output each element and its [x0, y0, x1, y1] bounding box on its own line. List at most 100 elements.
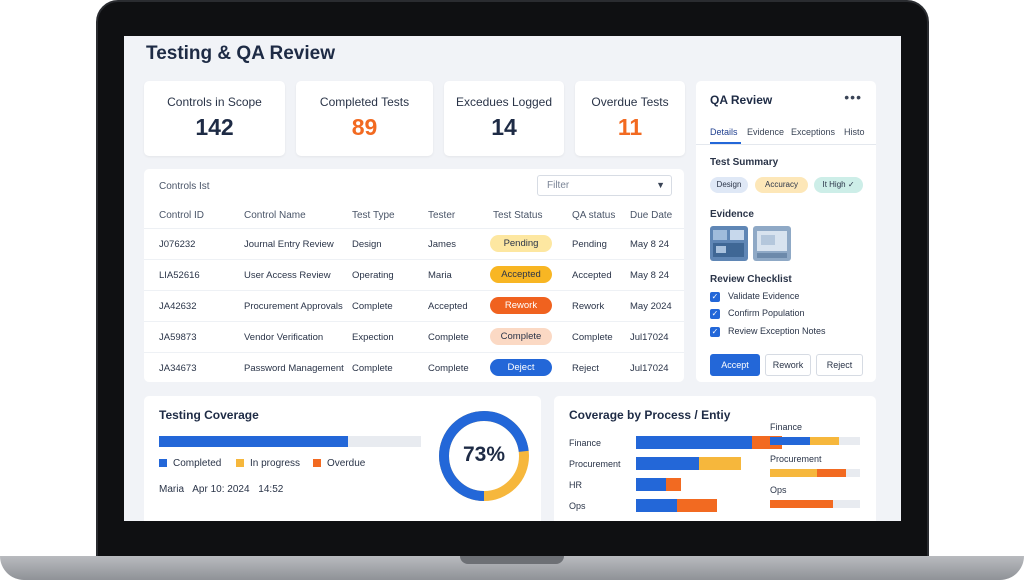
kpi-label: Controls in Scope — [167, 95, 262, 109]
status-badge: Complete — [490, 328, 552, 345]
donut-completed — [439, 411, 529, 501]
qa-status: Pending — [572, 239, 607, 250]
process-label: Procurement — [569, 459, 621, 469]
tag-accuracy: Accuracy — [755, 177, 808, 193]
app-screen: Testing & QA Review Controls in Scope 14… — [124, 36, 901, 521]
laptop-notch — [460, 556, 564, 564]
process-bar-orange — [666, 478, 681, 491]
column-header[interactable]: Tester — [428, 210, 456, 221]
legend-label: In progress — [250, 458, 301, 469]
tester: Maria — [428, 270, 452, 281]
controls-list-title: Controls Ist — [159, 181, 210, 192]
test-type: Expection — [352, 332, 394, 343]
kpi-value: 142 — [195, 114, 234, 140]
test-type: Operating — [352, 270, 394, 281]
process-label: Finance — [569, 438, 602, 448]
tab-history[interactable]: Histo — [844, 127, 865, 137]
kpi-controls-in-scope: Controls in Scope 142 — [144, 81, 285, 156]
column-header[interactable]: Control Name — [244, 210, 306, 221]
test-type: Design — [352, 239, 382, 250]
active-tab-indicator — [710, 142, 741, 144]
process-bar-orange — [676, 499, 717, 512]
table-header: Control ID Control Name Test Type Tester… — [144, 201, 684, 229]
test-type: Complete — [352, 363, 393, 374]
kpi-value: 11 — [617, 114, 643, 140]
review-checklist-heading: Review Checklist — [710, 274, 792, 285]
process-coverage-title: Coverage by Process / Entiy — [569, 408, 731, 422]
tester: Complete — [428, 332, 469, 343]
status-badge: Rework — [490, 297, 552, 314]
column-header[interactable]: Test Type — [352, 210, 395, 221]
checkbox-checked-icon[interactable]: ✓ — [710, 292, 720, 302]
kpi-label: Overdue Tests — [591, 95, 669, 109]
more-options-icon[interactable]: ••• — [844, 89, 862, 105]
evidence-thumbnail[interactable] — [753, 226, 791, 261]
process-bar-blue — [636, 457, 699, 470]
legend-in-progress: In progress — [236, 458, 300, 469]
checklist-label: Review Exception Notes — [728, 326, 826, 336]
updated-date: Apr 10: 2024 — [192, 484, 250, 495]
testing-coverage-title: Testing Coverage — [159, 408, 259, 422]
entity-bar-gold — [770, 469, 817, 477]
column-header[interactable]: Test Status — [493, 210, 543, 221]
table-row[interactable]: J076232 Journal Entry Review Design Jame… — [144, 229, 684, 260]
table-row[interactable]: JA34673 Password Management Complete Com… — [144, 353, 684, 384]
tag-design: Design — [710, 177, 748, 193]
entity-bar-blue — [770, 437, 810, 445]
control-id: LIA52616 — [159, 270, 200, 281]
updated-by: Maria — [159, 484, 185, 495]
due-date: May 2024 — [630, 301, 672, 312]
checkbox-checked-icon[interactable]: ✓ — [710, 309, 720, 319]
evidence-heading: Evidence — [710, 209, 754, 220]
qa-review-panel: QA Review ••• Details Evidence Exception… — [696, 81, 876, 382]
updated-time: 14:52 — [258, 484, 284, 495]
legend-overdue: Overdue — [313, 458, 365, 469]
tester: Complete — [428, 363, 469, 374]
checklist-label: Validate Evidence — [728, 291, 800, 301]
tester: Accepted — [428, 301, 468, 312]
process-bar-gold — [699, 457, 741, 470]
column-header[interactable]: QA status — [572, 210, 616, 221]
kpi-value: 89 — [351, 114, 378, 140]
test-type: Complete — [352, 301, 393, 312]
entity-label: Finance — [770, 422, 803, 432]
process-coverage-panel: Coverage by Process / Entiy Finance Procu… — [554, 396, 876, 521]
tab-details[interactable]: Details — [710, 127, 738, 137]
control-name: Procurement Approvals — [244, 301, 343, 312]
table-row[interactable]: JA42632 Procurement Approvals Complete A… — [144, 291, 684, 322]
entity-bar-orange — [770, 500, 833, 508]
legend-swatch — [313, 459, 321, 467]
qa-status: Rework — [572, 301, 605, 312]
checkbox-checked-icon[interactable]: ✓ — [710, 327, 720, 337]
evidence-thumbnail[interactable] — [710, 226, 748, 261]
control-id: JA42632 — [159, 301, 197, 312]
reject-button[interactable]: Reject — [816, 354, 863, 376]
testing-coverage-panel: Testing Coverage Completed In progress O… — [144, 396, 541, 521]
filter-dropdown[interactable]: Filter ▼ — [537, 175, 672, 196]
qa-review-title: QA Review — [710, 93, 773, 107]
tab-exceptions[interactable]: Exceptions — [791, 127, 836, 137]
rework-button[interactable]: Rework — [765, 354, 811, 376]
qa-status: Complete — [572, 332, 613, 343]
column-header[interactable]: Control ID — [159, 210, 205, 221]
control-id: J076232 — [159, 239, 196, 250]
due-date: Jul17024 — [630, 332, 669, 343]
legend-label: Completed — [173, 458, 222, 469]
column-header[interactable]: Due Date — [630, 210, 673, 221]
table-row[interactable]: JA59873 Vendor Verification Expection Co… — [144, 322, 684, 353]
accept-button[interactable]: Accept — [710, 354, 760, 376]
page-title: Testing & QA Review — [146, 43, 335, 64]
test-summary-heading: Test Summary — [710, 157, 779, 168]
control-name: Password Management — [244, 363, 344, 374]
process-bar-blue — [636, 478, 666, 491]
control-name: User Access Review — [244, 270, 331, 281]
legend-completed: Completed — [159, 458, 221, 469]
coverage-progress-bar — [159, 436, 421, 447]
entity-bar-gold — [809, 437, 840, 445]
due-date: May 8 24 — [630, 239, 670, 250]
table-row[interactable]: LIA52616 User Access Review Operating Ma… — [144, 260, 684, 291]
tester: James — [428, 239, 456, 250]
kpi-completed-tests: Completed Tests 89 — [296, 81, 433, 156]
tab-evidence[interactable]: Evidence — [747, 127, 785, 137]
qa-status: Reject — [572, 363, 599, 374]
